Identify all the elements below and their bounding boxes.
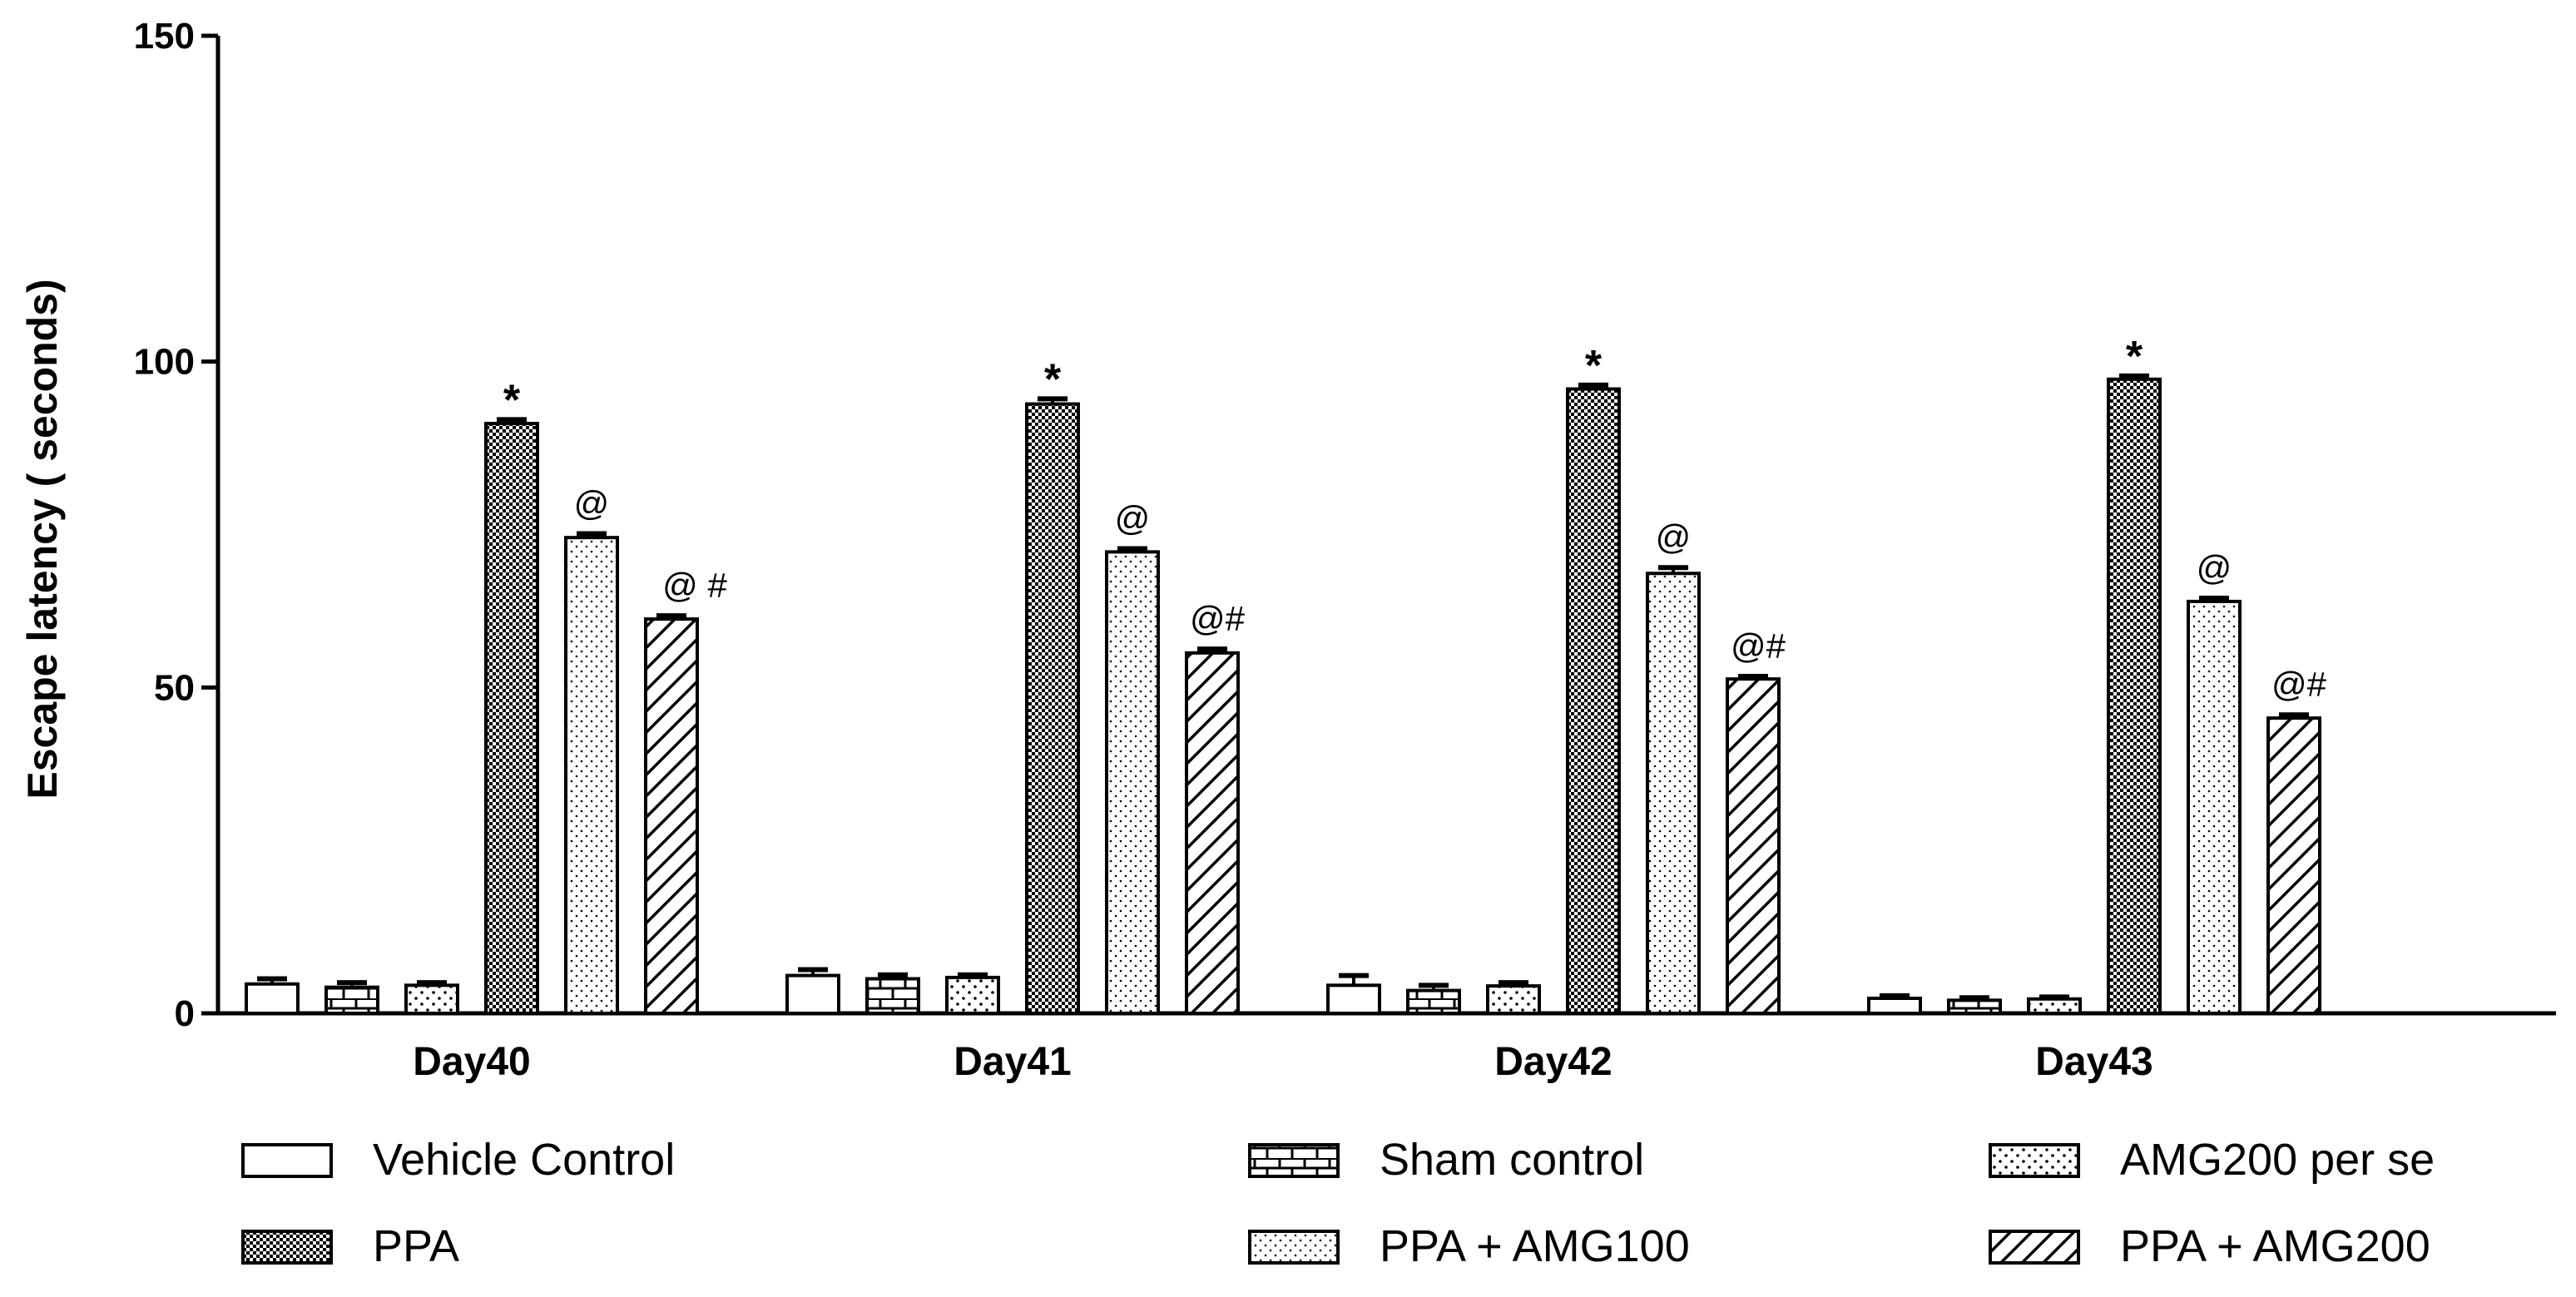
- legend-swatch: [1989, 1143, 2080, 1178]
- legend-label: Sham control: [1380, 1135, 1644, 1185]
- bar: [324, 985, 379, 1015]
- bar: [1105, 550, 1160, 1015]
- bar: [1185, 651, 1240, 1015]
- y-tick-label: 100: [134, 342, 195, 383]
- x-tick-label: Day43: [2035, 1040, 2152, 1084]
- significance-mark: @#: [1190, 599, 1246, 638]
- bar-group-day43: * @ @#: [1867, 333, 2327, 1016]
- bar: [2027, 997, 2082, 1016]
- bar: [785, 973, 840, 1015]
- bar: [404, 983, 459, 1015]
- bar: [1726, 677, 1781, 1016]
- bar: [1947, 998, 2002, 1016]
- legend-item: AMG200 per se: [1989, 1135, 2435, 1185]
- legend-item: Sham control: [1248, 1135, 1644, 1185]
- significance-mark: @: [574, 483, 610, 522]
- bar: [1326, 983, 1381, 1015]
- legend-item: PPA: [241, 1221, 459, 1271]
- legend-swatch: [1248, 1143, 1340, 1178]
- legend-label: PPA + AMG200: [2120, 1221, 2430, 1271]
- bar: [1646, 572, 1701, 1015]
- x-tick-label: Day42: [1494, 1040, 1612, 1084]
- significance-mark: *: [2126, 333, 2143, 381]
- significance-mark: @: [1115, 498, 1151, 537]
- legend-label: PPA + AMG100: [1380, 1221, 1690, 1271]
- x-tick-label: Day40: [413, 1040, 530, 1084]
- bar-group-day42: * @ @#: [1326, 342, 1786, 1016]
- legend-label: Vehicle Control: [373, 1135, 675, 1185]
- bar: [865, 977, 920, 1015]
- bar: [1406, 988, 1461, 1016]
- y-tick-label: 150: [134, 16, 195, 57]
- significance-mark: *: [1585, 342, 1603, 390]
- bar: [2107, 377, 2162, 1016]
- legend-swatch: [1248, 1230, 1340, 1265]
- x-tick-label: Day41: [954, 1040, 1071, 1084]
- bar: [245, 982, 300, 1015]
- legend-item: PPA + AMG200: [1989, 1221, 2430, 1271]
- bars-layer: * @ @ # Day40 * @ @# Day41 * @ @# Day42 * @ @# Day43: [245, 333, 2327, 1084]
- significance-mark: @#: [2271, 665, 2327, 704]
- bar: [644, 617, 699, 1015]
- y-axis-label: Escape latency ( seconds): [19, 279, 66, 799]
- bar: [1566, 387, 1621, 1016]
- significance-mark: @#: [1731, 626, 1786, 666]
- bar: [2266, 716, 2321, 1016]
- bar-group-day41: * @ @#: [785, 355, 1246, 1016]
- legend-item: Vehicle Control: [241, 1135, 675, 1185]
- legend-swatch: [1989, 1230, 2080, 1265]
- legend-item: PPA + AMG100: [1248, 1221, 1690, 1271]
- bar: [1025, 402, 1080, 1016]
- legend: Vehicle Control Sham control AMG200 per se…: [241, 1135, 2435, 1271]
- legend-label: PPA: [373, 1221, 459, 1271]
- bar: [1867, 996, 1922, 1015]
- legend-swatch: [241, 1230, 333, 1265]
- legend-swatch: [241, 1143, 333, 1178]
- significance-mark: @ #: [662, 566, 727, 605]
- bar-group-day40: * @ @ #: [245, 376, 727, 1016]
- significance-mark: *: [1044, 355, 1062, 403]
- significance-mark: @: [1656, 517, 1692, 557]
- y-tick-label: 50: [154, 667, 195, 708]
- significance-mark: @: [2197, 548, 2232, 587]
- y-tick-label: 0: [175, 993, 195, 1034]
- significance-mark: *: [503, 376, 521, 424]
- bar: [564, 536, 619, 1015]
- legend-label: AMG200 per se: [2120, 1135, 2435, 1185]
- bar: [484, 422, 539, 1016]
- bar: [945, 975, 1000, 1015]
- bar: [2187, 599, 2242, 1016]
- bar: [1486, 984, 1541, 1015]
